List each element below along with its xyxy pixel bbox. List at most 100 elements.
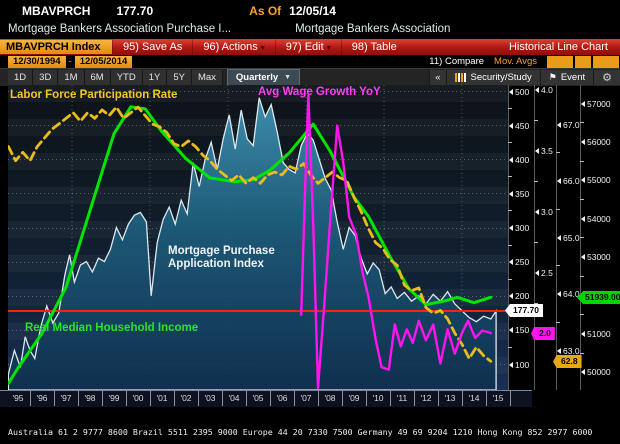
x-axis-strip: '95'96'97'98'99'00'01'02'03'04'05'06'07 '… bbox=[0, 390, 532, 407]
settings-button[interactable]: ⚙ bbox=[593, 70, 620, 85]
x-axis-year-07: '07 bbox=[294, 391, 319, 406]
menu-item-1[interactable]: 95) Save As bbox=[112, 39, 192, 55]
x-axis-year-13: '13 bbox=[438, 391, 463, 406]
tick-arrow-icon bbox=[557, 121, 561, 128]
tick-arrow-icon bbox=[557, 234, 561, 241]
period-tabs: 1D 3D 1M 6M YTD 1Y 5Y Max bbox=[8, 70, 223, 85]
axis-tick-income-55000: 55000 bbox=[581, 175, 611, 185]
security-description-right: Mortgage Bankers Association bbox=[295, 23, 451, 35]
security-study-button[interactable]: Security/Study bbox=[445, 70, 540, 85]
axis-tick-income-51000: 51000 bbox=[581, 329, 611, 339]
axis-minor-tick bbox=[534, 242, 538, 243]
tick-arrow-icon bbox=[535, 269, 539, 276]
period-tab-ytd[interactable]: YTD bbox=[110, 70, 143, 85]
axis-minor-tick bbox=[508, 142, 512, 143]
axis-tick-purchase-250: 250 bbox=[509, 257, 529, 267]
panel-button-2[interactable] bbox=[575, 55, 591, 68]
x-axis-year-02: '02 bbox=[174, 391, 199, 406]
tick-arrow-icon bbox=[581, 368, 585, 375]
period-tab-1m[interactable]: 1M bbox=[58, 70, 85, 85]
axis-minor-tick bbox=[508, 210, 512, 211]
panel-button-1[interactable] bbox=[547, 55, 573, 68]
tick-arrow-icon bbox=[557, 177, 561, 184]
axis-minor-tick bbox=[556, 322, 560, 323]
as-of-label: As Of bbox=[249, 3, 282, 18]
tick-arrow-icon bbox=[509, 122, 513, 129]
axis-tick-income-57000: 57000 bbox=[581, 99, 611, 109]
start-date-input[interactable]: 12/30/1994 bbox=[8, 55, 66, 68]
tick-arrow-icon bbox=[581, 253, 585, 260]
axis-tick-lfpr-66.0: 66.0 bbox=[557, 176, 580, 186]
x-axis-year-95: '95 bbox=[6, 391, 31, 406]
axis-line-lfpr bbox=[556, 85, 557, 390]
x-axis-year-96: '96 bbox=[30, 391, 55, 406]
axis-minor-tick bbox=[508, 176, 512, 177]
panel-button-3[interactable] bbox=[593, 55, 619, 68]
label-mortgage-purchase-index: Mortgage Purchase Application Index bbox=[168, 245, 275, 270]
axis-tick-purchase-400: 400 bbox=[509, 155, 529, 165]
period-tab-1y[interactable]: 1Y bbox=[142, 70, 168, 85]
x-axis-year-98: '98 bbox=[78, 391, 103, 406]
tick-arrow-icon bbox=[557, 347, 561, 354]
end-date-input[interactable]: 12/05/2014 bbox=[74, 55, 133, 68]
as-of-date: 12/05/14 bbox=[289, 3, 336, 18]
compare-button[interactable]: 11) Compare bbox=[429, 56, 485, 67]
axis-minor-tick bbox=[580, 237, 584, 238]
tick-arrow-icon bbox=[509, 224, 513, 231]
chart-icon bbox=[454, 73, 466, 82]
axis-minor-tick bbox=[580, 314, 584, 315]
chart-view-title: Historical Line Chart bbox=[508, 41, 608, 53]
axis-tick-wage-4.0: 4.0 bbox=[535, 85, 553, 95]
chart-plot-area[interactable]: Labor Force Participation Rate Avg Wage … bbox=[8, 85, 508, 390]
security-description: Mortgage Bankers Association Purchase I.… bbox=[8, 23, 232, 35]
axis-tick-purchase-500: 500 bbox=[509, 87, 529, 97]
period-tab-5y[interactable]: 5Y bbox=[167, 70, 192, 85]
security-study-label: Security/Study bbox=[470, 72, 532, 83]
menu-item-2[interactable]: 96) Actions ▾ bbox=[192, 39, 274, 55]
period-tab-3d[interactable]: 3D bbox=[33, 70, 59, 85]
x-axis-year-00: '00 bbox=[126, 391, 151, 406]
axis-tick-lfpr-65.0: 65.0 bbox=[557, 233, 580, 243]
axis-minor-tick bbox=[534, 303, 538, 304]
x-axis-year-01: '01 bbox=[150, 391, 175, 406]
value-tag-income: 51939.00 bbox=[577, 291, 620, 304]
axis-minor-tick bbox=[534, 181, 538, 182]
axis-tick-lfpr-64.0: 64.0 bbox=[557, 289, 580, 299]
label-avg-wage-growth: Avg Wage Growth YoY bbox=[258, 86, 381, 98]
event-button[interactable]: ⚑ Event bbox=[539, 70, 594, 85]
chevron-down-icon: ▾ bbox=[260, 42, 265, 52]
x-axis-year-99: '99 bbox=[102, 391, 127, 406]
chevron-down-icon: ▾ bbox=[326, 42, 331, 52]
tick-arrow-icon bbox=[581, 138, 585, 145]
ticker-index-button[interactable]: MBAVPRCH Index bbox=[0, 40, 112, 54]
tick-arrow-icon bbox=[509, 361, 513, 368]
menu-item-4[interactable]: 98) Table bbox=[340, 39, 407, 55]
moving-averages-button[interactable]: Mov. Avgs bbox=[494, 56, 537, 67]
period-tab-max[interactable]: Max bbox=[191, 70, 223, 85]
tick-arrow-icon bbox=[509, 156, 513, 163]
label-labor-force-participation: Labor Force Participation Rate bbox=[10, 89, 178, 101]
frequency-value: Quarterly bbox=[235, 72, 279, 83]
axis-minor-tick bbox=[508, 347, 512, 348]
axis-line-purchase bbox=[508, 85, 509, 390]
x-axis-year-08: '08 bbox=[318, 391, 343, 406]
axis-tick-wage-3.0: 3.0 bbox=[535, 207, 553, 217]
x-axis-year-10: '10 bbox=[366, 391, 391, 406]
axis-line-wage bbox=[534, 85, 535, 390]
x-axis-year-12: '12 bbox=[414, 391, 439, 406]
value-tag-wage: 2.0 bbox=[531, 327, 555, 340]
footer-contacts-line1: Australia 61 2 9777 8600 Brazil 5511 239… bbox=[8, 426, 593, 437]
frequency-dropdown[interactable]: Quarterly ▼ bbox=[226, 69, 301, 86]
menu-item-3[interactable]: 97) Edit ▾ bbox=[274, 39, 341, 55]
ticker-symbol: MBAVPRCH bbox=[22, 3, 91, 18]
series-mortgage-purchase-area bbox=[8, 97, 497, 390]
axis-minor-tick bbox=[580, 161, 584, 162]
series-wage-line bbox=[300, 93, 492, 390]
collapse-button[interactable]: « bbox=[429, 70, 446, 85]
x-axis-year-03: '03 bbox=[198, 391, 223, 406]
value-tag-purchase: 177.70 bbox=[505, 304, 543, 317]
period-tab-6m[interactable]: 6M bbox=[84, 70, 111, 85]
x-axis-year-97: '97 bbox=[54, 391, 79, 406]
period-tab-1d[interactable]: 1D bbox=[8, 70, 34, 85]
